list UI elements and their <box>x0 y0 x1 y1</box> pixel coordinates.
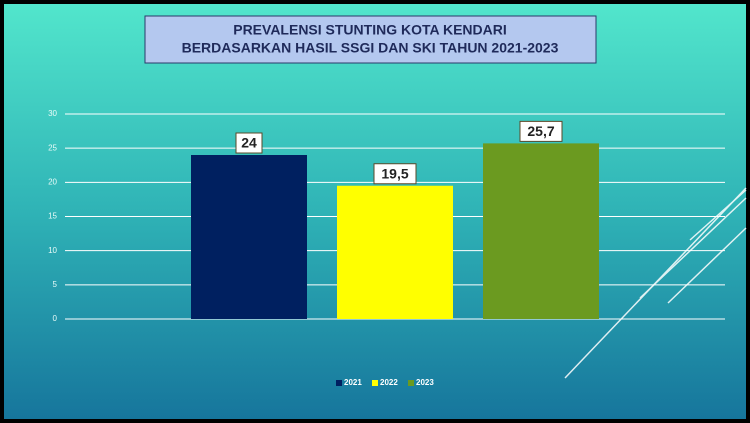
title-box <box>144 15 597 64</box>
bar <box>483 143 599 319</box>
value-label-box <box>519 120 563 142</box>
value-label: 24 <box>241 135 257 151</box>
y-tick-label: 15 <box>48 212 57 221</box>
y-tick-label: 5 <box>53 280 58 289</box>
bar <box>337 185 453 319</box>
value-label-box <box>373 163 417 185</box>
legend-swatch <box>372 380 378 386</box>
chart-subtitle: BERDASARKAN HASIL SSGI DAN SKI TAHUN 202… <box>182 40 559 56</box>
legend-swatch <box>408 380 414 386</box>
chart-title: PREVALENSI STUNTING KOTA KENDARI <box>233 22 507 38</box>
value-label-box <box>235 132 263 154</box>
value-label: 19,5 <box>381 165 408 181</box>
y-tick-label: 0 <box>53 314 58 323</box>
legend-swatch <box>336 380 342 386</box>
legend-label: 2021 <box>344 378 362 387</box>
legend-label: 2023 <box>416 378 434 387</box>
legend-label: 2022 <box>380 378 398 387</box>
y-tick-label: 25 <box>48 143 57 152</box>
value-label: 25,7 <box>527 123 554 139</box>
y-tick-label: 30 <box>48 109 57 118</box>
bar <box>191 155 307 319</box>
y-tick-label: 20 <box>48 177 57 186</box>
decoration <box>564 187 747 379</box>
y-tick-label: 10 <box>48 246 57 255</box>
